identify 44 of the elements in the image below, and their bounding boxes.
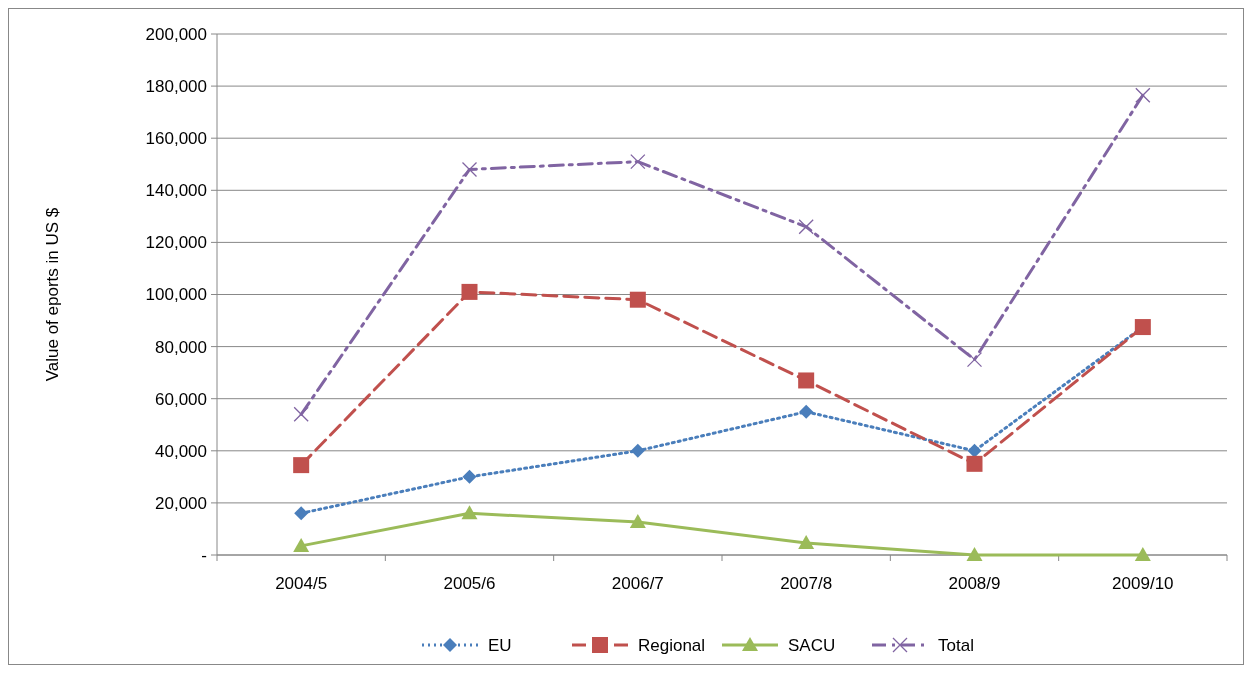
legend-label: Regional [638,635,706,655]
x-tick-label: 2004/5 [275,574,328,593]
y-tick-label: - [201,545,207,565]
point [798,219,814,235]
point [798,535,815,550]
x-tick-label: 2008/9 [948,574,1001,593]
point [966,455,983,472]
point [1135,87,1151,103]
point [461,283,478,300]
y-tick-label: 140,000 [145,181,207,201]
point [462,469,477,484]
point [294,506,309,521]
y-tick-label: 180,000 [145,77,207,97]
point [629,513,646,528]
x-tick-label: 2009/10 [1112,574,1174,593]
point [798,372,815,389]
legend-label: EU [488,635,512,655]
point [293,406,309,422]
y-tick-label: 40,000 [155,441,207,461]
point [461,505,478,520]
point [966,351,983,368]
y-tick-label: 100,000 [145,285,207,305]
point [630,153,646,170]
legend-label: Total [938,635,974,655]
point [967,443,982,458]
y-tick-label: 120,000 [145,233,207,253]
x-tick-label: 2005/6 [443,574,496,593]
x-tick-label: 2007/8 [780,574,833,593]
x-tick-label: 2006/7 [611,574,664,593]
point [1134,547,1151,561]
y-tick-label: 80,000 [155,337,207,357]
point [799,404,814,419]
y-axis-title: Value of eports in US $ [43,207,62,382]
point [966,547,983,561]
point [630,443,645,458]
y-tick-label: 20,000 [155,493,207,513]
point [293,457,310,474]
y-tick-label: 200,000 [145,24,207,44]
y-tick-label: 160,000 [145,129,207,149]
y-tick-label: 60,000 [155,389,207,409]
point [293,537,310,552]
point [461,161,478,178]
legend-label: SACU [788,635,836,655]
point [629,291,646,308]
